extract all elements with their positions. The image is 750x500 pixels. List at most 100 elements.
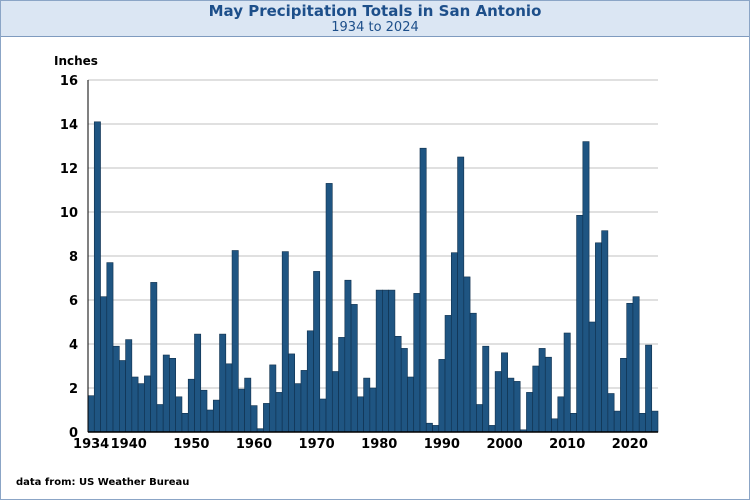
bar-1953: [206, 409, 214, 433]
bar-2023: [645, 344, 653, 433]
y-tick-label: 4: [69, 338, 78, 353]
bar-1970: [313, 271, 321, 433]
bar-2015: [595, 242, 602, 433]
bar-2000: [501, 352, 508, 433]
bar-2017: [607, 393, 615, 433]
bar-2001: [507, 377, 515, 433]
bar-1988: [425, 422, 433, 433]
bar-1973: [331, 371, 339, 433]
bar-1987: [419, 147, 427, 433]
bar-1965: [281, 251, 289, 433]
bar-2010: [563, 332, 571, 433]
bar-1936: [100, 296, 108, 433]
bar-2016: [601, 230, 609, 433]
bar-1969: [306, 330, 314, 433]
bar-1966: [288, 353, 296, 433]
bar-1980: [375, 289, 383, 433]
bar-1949: [181, 412, 189, 433]
data-source-note: data from: US Weather Bureau: [16, 477, 190, 488]
bar-1934: [87, 395, 95, 433]
bar-2006: [538, 348, 546, 433]
y-tick-label: 16: [60, 74, 78, 89]
y-tick-label: 0: [69, 426, 78, 441]
bar-1957: [231, 250, 239, 433]
bar-2004: [526, 392, 534, 433]
bar-1958: [238, 388, 245, 433]
y-tick-label: 8: [69, 250, 78, 265]
bar-series: [87, 121, 659, 433]
gridlines: [88, 79, 658, 389]
bar-2019: [620, 357, 627, 433]
chart-title: May Precipitation Totals in San Antonio: [208, 2, 542, 20]
bar-1971: [319, 398, 327, 433]
bar-1963: [269, 364, 277, 433]
bar-1986: [413, 293, 421, 433]
bar-1954: [212, 399, 220, 433]
y-axis-label: Inches: [54, 54, 98, 68]
x-tick-label: 1960: [236, 437, 272, 452]
bar-1977: [357, 396, 364, 433]
bar-1937: [106, 262, 114, 433]
bar-1959: [244, 377, 252, 433]
bar-1944: [150, 282, 158, 433]
bar-2002: [513, 381, 521, 433]
bar-1935: [93, 121, 101, 433]
bar-2011: [570, 412, 577, 433]
bar-1943: [144, 375, 151, 433]
bar-1945: [156, 404, 164, 433]
bar-1972: [325, 183, 333, 433]
bar-1950: [187, 378, 195, 433]
bar-1991: [444, 315, 452, 433]
x-tick-label: 1950: [173, 437, 209, 452]
bar-1992: [450, 252, 458, 433]
bar-1989: [432, 425, 440, 433]
y-tick-label: 14: [60, 118, 78, 133]
x-tick-label: 1980: [361, 437, 397, 452]
bar-1951: [194, 333, 202, 433]
bar-1990: [438, 359, 446, 433]
bar-2008: [551, 418, 559, 433]
bar-1962: [263, 403, 270, 433]
bar-2005: [532, 365, 540, 433]
chart-subtitle: 1934 to 2024: [331, 20, 419, 35]
bar-1993: [457, 156, 465, 433]
bar-2021: [632, 296, 640, 433]
y-tick-label: 10: [60, 206, 78, 221]
bar-1978: [363, 377, 371, 433]
x-tick-label: 2020: [612, 437, 648, 452]
bar-1994: [463, 276, 471, 433]
bar-1952: [200, 389, 208, 433]
bar-1997: [482, 345, 490, 433]
bar-1947: [169, 357, 176, 433]
bar-1960: [250, 405, 258, 433]
chart-header: May Precipitation Totals in San Antonio …: [1, 1, 749, 37]
bar-1940: [125, 339, 133, 433]
x-tick-label: 1934: [73, 437, 109, 452]
bar-1948: [175, 396, 183, 433]
bar-1982: [388, 289, 396, 433]
y-tick-label: 6: [69, 294, 78, 309]
bar-1974: [338, 337, 346, 433]
x-tick-label: 1940: [111, 437, 147, 452]
bar-1975: [344, 279, 352, 433]
bar-1938: [112, 345, 120, 433]
bar-1985: [407, 376, 415, 433]
x-tick-label: 2000: [486, 437, 522, 452]
bar-1941: [131, 376, 139, 433]
bar-2007: [544, 356, 552, 433]
y-tick-label: 12: [60, 162, 78, 177]
bar-2009: [557, 396, 565, 433]
bar-1955: [219, 333, 227, 433]
bar-1942: [137, 383, 145, 433]
bar-1979: [369, 387, 377, 433]
bar-1968: [300, 370, 308, 433]
bar-2024: [651, 410, 659, 433]
bar-2014: [588, 321, 596, 433]
bar-2018: [613, 410, 621, 433]
bar-1967: [294, 383, 302, 433]
y-tick-label: 2: [69, 382, 78, 397]
axes: 0 2 4 6 8 10 12 14 16 1934 1940 1950 1960 1970 1980 199…: [60, 74, 658, 452]
x-tick-label: 1990: [424, 437, 460, 452]
bar-2020: [626, 302, 634, 433]
